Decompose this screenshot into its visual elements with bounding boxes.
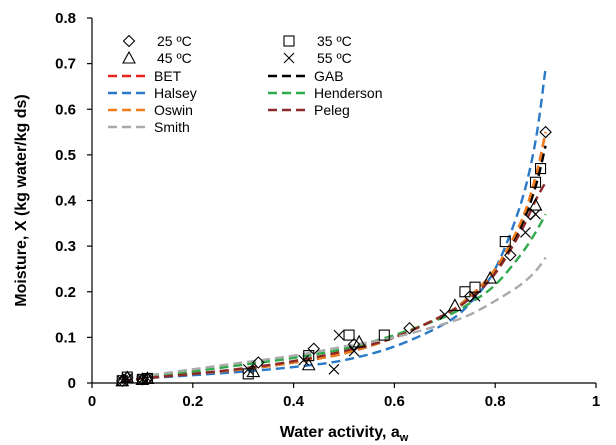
point-55-c-5 xyxy=(298,354,310,366)
curve-smith xyxy=(122,256,547,380)
legend: 25 ºC 35 ºC 45 ºC 55 ºC BET GAB Halsey Henderso… xyxy=(108,33,383,135)
point-45-c-8 xyxy=(483,270,498,284)
legend-label-gab: GAB xyxy=(314,68,344,84)
y-tick-label-3: 0.3 xyxy=(55,238,76,255)
curve-peleg xyxy=(122,181,547,382)
axes xyxy=(87,17,597,388)
x-axis-label-subscript: w xyxy=(399,432,409,444)
point-55-c-4-stroke-b xyxy=(242,363,254,375)
point-55-c-9-stroke-b xyxy=(439,309,451,320)
point-25-c-6 xyxy=(347,337,361,351)
y-tick-label-0: 0 xyxy=(68,375,76,392)
curve-halsey xyxy=(122,68,547,382)
point-35-c-12 xyxy=(535,163,547,175)
point-55-c-7-stroke-b xyxy=(333,329,345,341)
point-55-c-3-stroke-b xyxy=(142,373,153,384)
legend-label-peleg: Peleg xyxy=(314,102,350,118)
point-25-c-11 xyxy=(539,125,552,139)
point-35-c-9 xyxy=(469,281,481,293)
legend-label-55-c: 55 ºC xyxy=(317,50,352,66)
legend-label-smith: Smith xyxy=(154,119,190,135)
y-tick-label-6: 0.6 xyxy=(55,101,76,118)
point-55-c-8 xyxy=(348,345,360,357)
legend-marker-25-c xyxy=(122,34,136,48)
x-tick-label-1: 0.2 xyxy=(182,393,203,410)
point-35-c-5 xyxy=(303,350,315,362)
point-55-c-11-stroke-b xyxy=(520,227,531,238)
point-55-c-4 xyxy=(242,363,254,375)
point-55-c-1 xyxy=(121,373,133,384)
point-55-c-11 xyxy=(520,227,531,238)
point-55-c-3 xyxy=(142,373,153,384)
curve-henderson xyxy=(122,213,547,382)
x-tick-label-3: 0.6 xyxy=(384,393,405,410)
point-35-c-10 xyxy=(499,236,511,248)
legend-label-45-c: 45 ºC xyxy=(157,50,192,66)
point-45-c-7 xyxy=(447,298,462,311)
legend-label-oswin: Oswin xyxy=(154,102,193,118)
point-55-c-12 xyxy=(530,208,541,220)
tick-labels: 0 0.2 0.4 0.6 0.8 1 0 0.1 0.2 0.3 0.4 0.5 0.6 0.7 0.8 xyxy=(55,10,600,410)
legend-label-halsey: Halsey xyxy=(154,85,197,101)
legend-marker-55-c-stroke-b xyxy=(283,52,295,64)
point-55-c-10-stroke-b xyxy=(469,290,481,302)
point-55-c-6 xyxy=(328,363,340,375)
y-tick-label-8: 0.8 xyxy=(55,10,76,27)
point-55-c-8-stroke-b xyxy=(348,345,360,357)
x-tick-label-0: 0 xyxy=(88,393,96,410)
point-45-c-9 xyxy=(528,197,543,211)
x-axis-label: Water activity, aw xyxy=(280,424,409,444)
point-55-c-1-stroke-b xyxy=(121,373,133,384)
y-tick-label-2: 0.2 xyxy=(55,284,76,301)
series-45-c xyxy=(115,197,543,387)
y-axis-label: Moisture, X (kg water/kg ds) xyxy=(13,94,30,306)
x-axis-label-main: Water activity, a xyxy=(280,424,400,441)
point-25-c-9 xyxy=(504,248,517,262)
y-tick-label-1: 0.1 xyxy=(55,329,76,346)
point-35-c-11 xyxy=(529,176,542,188)
point-45-c-5 xyxy=(301,357,316,371)
point-35-c-6 xyxy=(343,329,355,341)
series-55-c xyxy=(116,208,541,387)
point-55-c-6-stroke-b xyxy=(328,363,340,375)
y-tick-label-7: 0.7 xyxy=(55,56,76,73)
legend-label-35-c: 35 ºC xyxy=(317,33,352,49)
point-25-c-4 xyxy=(252,356,265,369)
legend-marker-55-c xyxy=(283,52,295,64)
point-55-c-9 xyxy=(439,309,451,320)
x-tick-label-2: 0.4 xyxy=(283,393,305,410)
x-tick-label-4: 0.8 xyxy=(485,393,506,410)
legend-label-bet: BET xyxy=(154,68,182,84)
point-35-c-7 xyxy=(378,329,390,341)
point-45-c-2 xyxy=(135,372,150,385)
data-points xyxy=(115,125,552,387)
point-55-c-10 xyxy=(469,290,481,302)
point-55-c-5-stroke-b xyxy=(298,354,310,366)
legend-label-henderson: Henderson xyxy=(314,85,383,101)
legend-marker-35-c xyxy=(283,35,295,47)
y-tick-label-5: 0.5 xyxy=(55,147,76,164)
y-tick-label-4: 0.4 xyxy=(55,193,77,210)
x-tick-label-5: 1 xyxy=(592,393,600,410)
point-25-c-7 xyxy=(403,321,416,335)
point-55-c-12-stroke-b xyxy=(530,208,541,220)
legend-marker-45-c xyxy=(122,50,136,64)
point-45-c-6 xyxy=(352,334,367,348)
legend-label-25-c: 25 ºC xyxy=(157,33,192,49)
point-55-c-7 xyxy=(333,329,345,341)
